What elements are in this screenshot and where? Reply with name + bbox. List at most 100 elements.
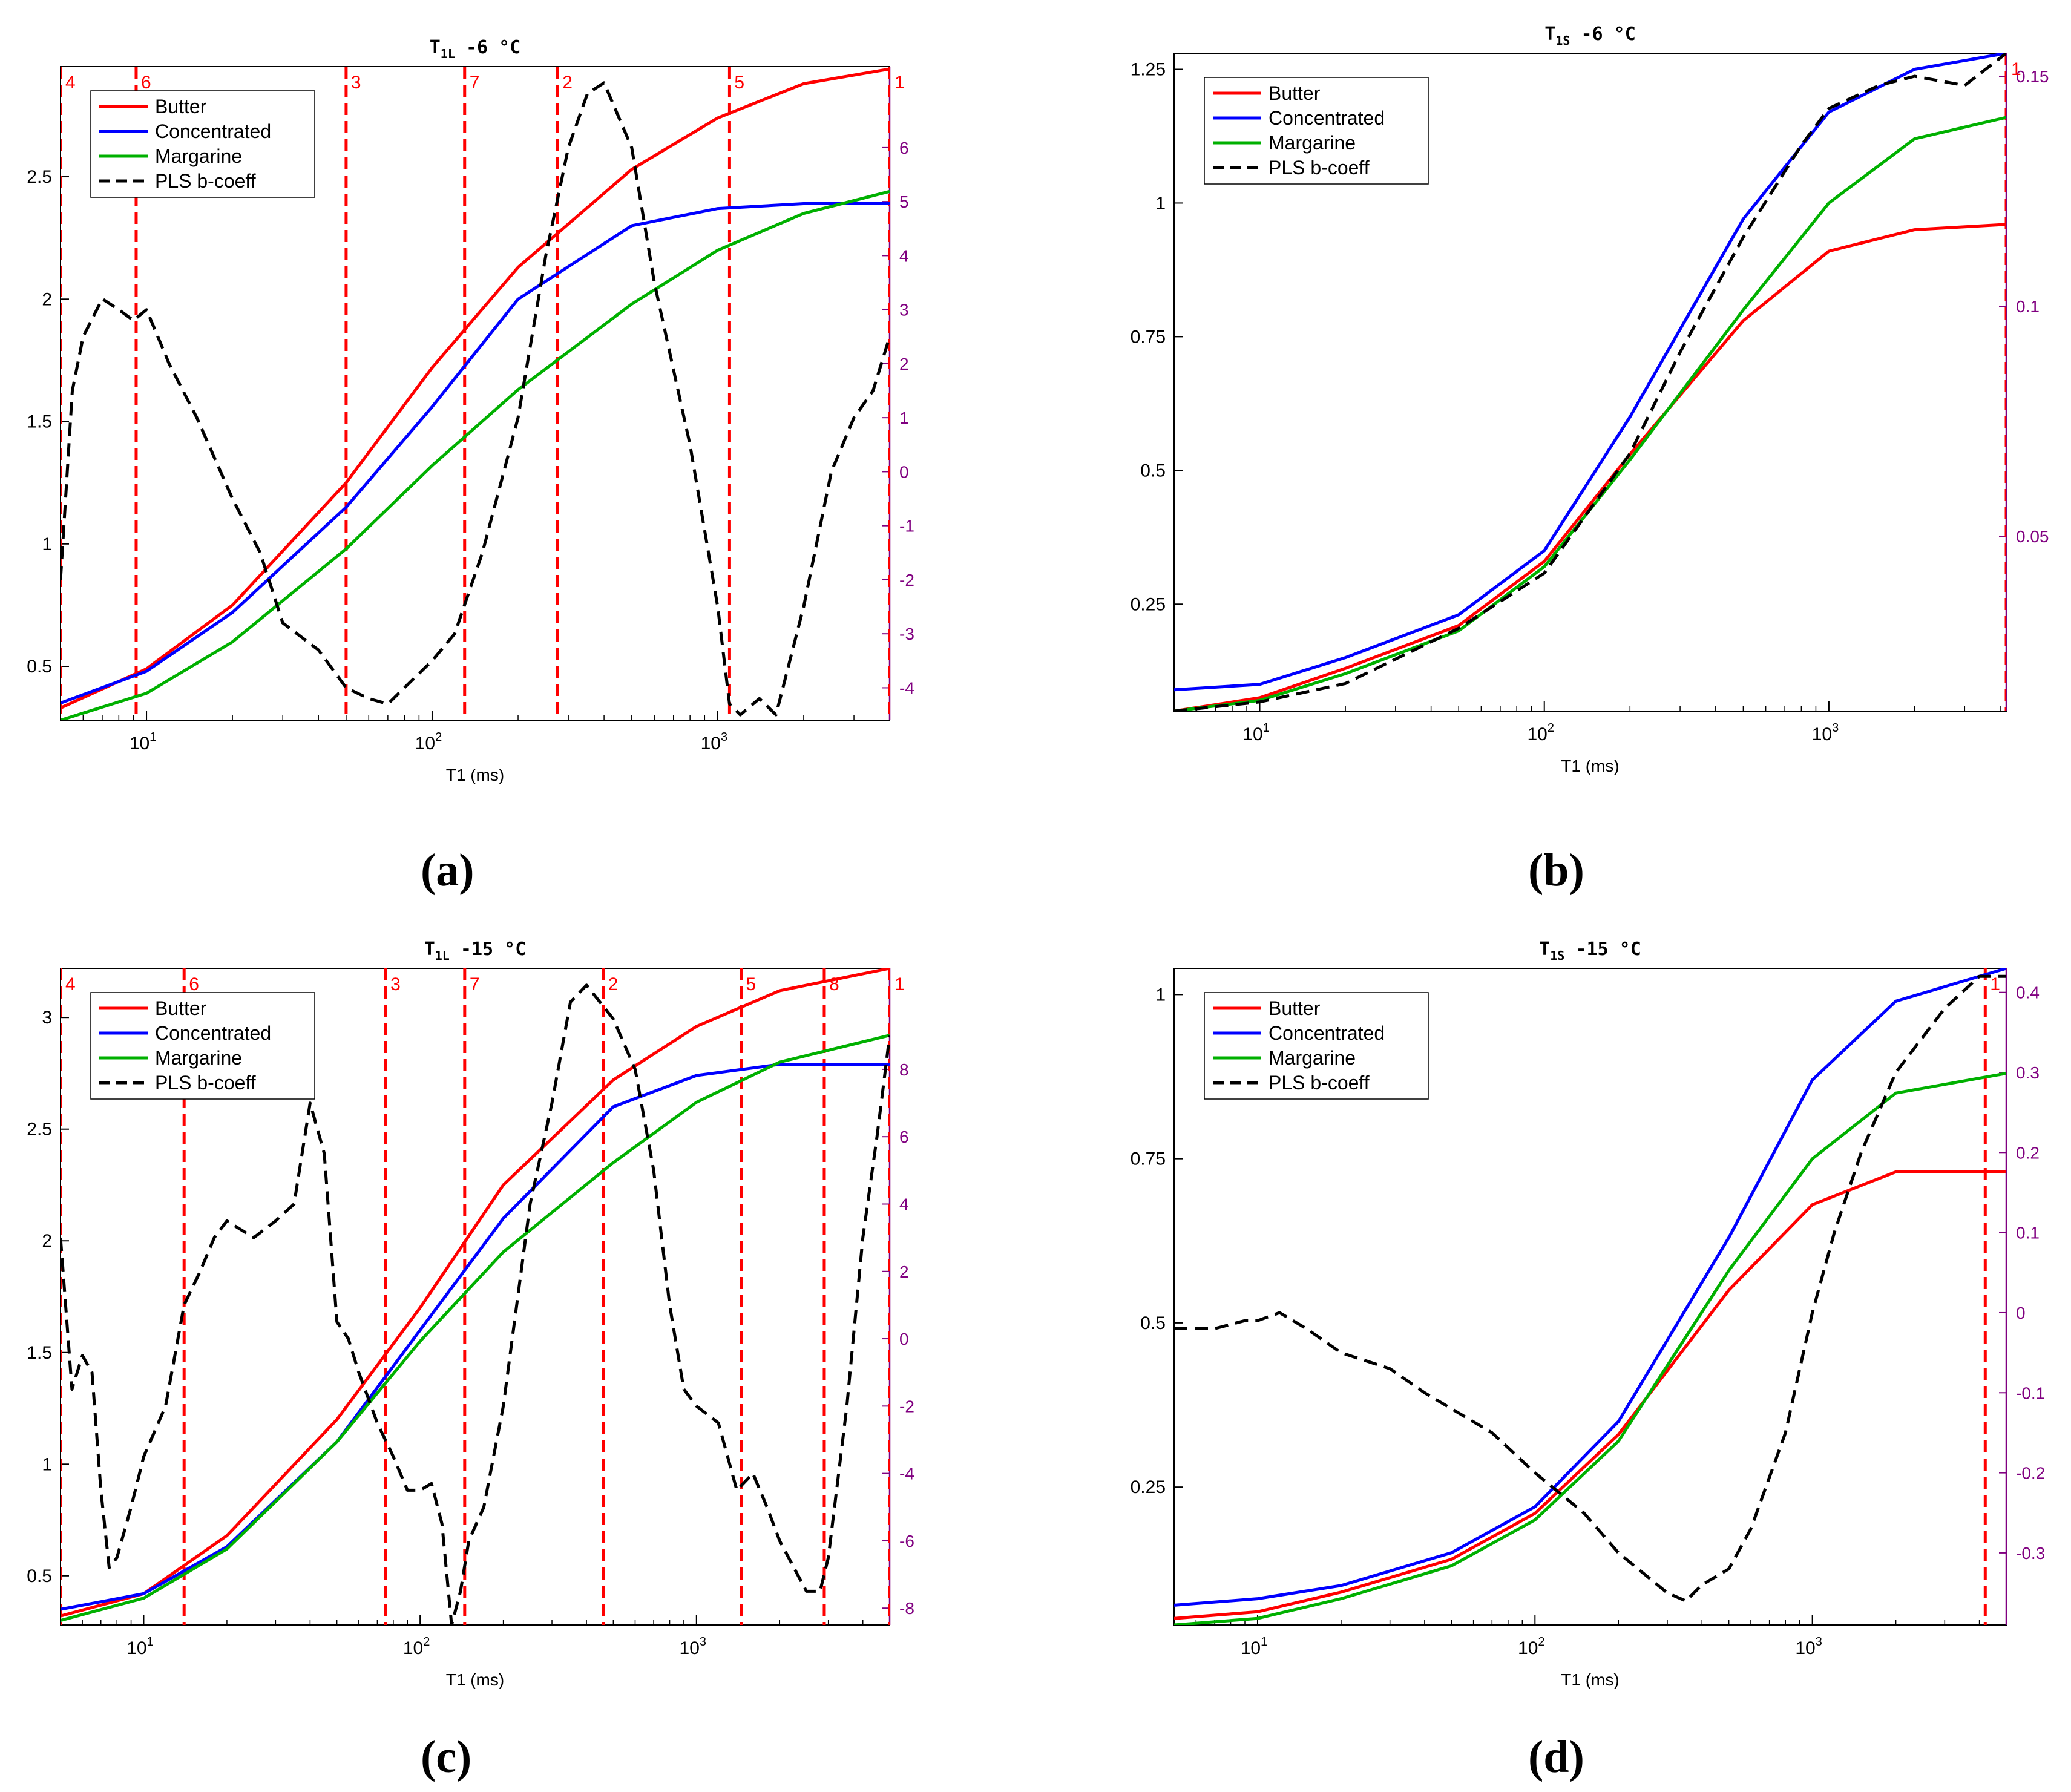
y-tick-label: 0.25: [1131, 594, 1166, 614]
caption-a: (a): [421, 845, 474, 896]
y-tick-label: 1: [1155, 193, 1166, 213]
x-axis-label-c: T1 (ms): [446, 1670, 504, 1689]
legend-label: Butter: [155, 96, 207, 117]
legend-label: Butter: [155, 997, 207, 1019]
x-tick-label: 101: [130, 730, 157, 753]
marker-label: 2: [608, 974, 619, 994]
y-tick-label: 0.75: [1131, 327, 1166, 347]
legend-label: Concentrated: [1269, 107, 1385, 129]
marker-label: 8: [829, 974, 839, 994]
series-margarine: [61, 189, 890, 720]
y2-tick-label: 0.1: [2016, 297, 2040, 316]
y2-tick-label: -6: [899, 1532, 914, 1551]
series-margarine: [61, 1034, 890, 1623]
legend-c: Butter Concentrated Margarine PLS b-coeff: [90, 992, 315, 1100]
y2-tick-label: 2: [899, 1262, 909, 1281]
y2-tick-label: -2: [899, 571, 914, 589]
x-tick-label: 102: [403, 1635, 430, 1658]
legend-label: Margarine: [1269, 1047, 1356, 1069]
legend-label: Margarine: [155, 1047, 242, 1069]
x-axis-label-d: T1 (ms): [1561, 1670, 1619, 1689]
y2-tick-label: 0.2: [2016, 1143, 2040, 1162]
y2-tick-label: -8: [899, 1599, 914, 1618]
y2-tick-label: -3: [899, 625, 914, 643]
marker-label: 4: [65, 974, 76, 994]
legend-box: [90, 90, 315, 198]
y-tick-label: 0.5: [1140, 461, 1166, 481]
x-tick-label: 101: [1242, 721, 1270, 744]
y-tick-label: 1.5: [27, 1343, 52, 1363]
series-concentrated: [61, 1063, 890, 1611]
legend-box: [90, 992, 315, 1100]
marker-label: 6: [189, 974, 199, 994]
y-tick-label: 2: [42, 1231, 52, 1251]
y-tick-label: 3: [42, 1008, 52, 1028]
y-tick-label: 0.5: [27, 1566, 52, 1586]
y2-tick-label: 1: [899, 409, 909, 427]
legend-label: Concentrated: [155, 120, 271, 142]
x-tick-label: 102: [415, 730, 442, 753]
y2-tick-label: -4: [899, 678, 914, 697]
caption-b: (b): [1528, 845, 1584, 896]
series-butter: [1174, 1170, 2006, 1620]
legend-a: Butter Concentrated Margarine PLS b-coeff: [90, 90, 315, 198]
y2-tick-label: 0: [899, 462, 909, 481]
series-butter: [1174, 223, 2006, 711]
y2-tick-label: -1: [899, 517, 914, 536]
legend-label: Concentrated: [155, 1022, 271, 1044]
legend-label: PLS b-coeff: [1269, 157, 1370, 179]
marker-label: 1: [894, 73, 905, 93]
marker-label: 1: [1990, 974, 2000, 994]
legend-label: Margarine: [155, 145, 242, 167]
y2-tick-label: -0.1: [2016, 1383, 2045, 1402]
y-tick-label: 1: [1155, 985, 1166, 1005]
y2-tick-label: 0.15: [2016, 67, 2049, 86]
legend-label: PLS b-coeff: [155, 1072, 256, 1094]
y-tick-label: 0.25: [1131, 1477, 1166, 1497]
caption-d: (d): [1528, 1731, 1584, 1782]
x-tick-label: 103: [1812, 721, 1839, 744]
series-butter: [61, 968, 890, 1618]
chart-title-b: T1S -6 °C: [1544, 24, 1636, 48]
y2-tick-label: 0.1: [2016, 1224, 2040, 1242]
series-concentrated: [1174, 53, 2006, 692]
y2-tick-label: 0.05: [2016, 527, 2049, 546]
legend-box: [1204, 77, 1429, 185]
series-butter: [61, 67, 890, 710]
series-pls-b-coeff: [61, 81, 890, 717]
y2-tick-label: 0.4: [2016, 983, 2040, 1002]
y2-tick-label: 4: [899, 1195, 909, 1213]
legend-label: Butter: [1269, 82, 1321, 104]
marker-label: 2: [562, 73, 573, 93]
y-tick-label: 2.5: [27, 167, 52, 187]
y2-tick-label: -2: [899, 1397, 914, 1416]
series-margarine: [1174, 116, 2006, 711]
y-tick-label: 1.5: [27, 412, 52, 432]
legend-label: Butter: [1269, 997, 1321, 1019]
marker-label: 5: [734, 73, 744, 93]
y2-tick-label: 8: [899, 1060, 909, 1079]
legend-d: Butter Concentrated Margarine PLS b-coeff: [1204, 992, 1429, 1100]
marker-label: 3: [351, 73, 361, 93]
y2-tick-label: 0: [2016, 1304, 2026, 1322]
marker-label: 1: [894, 974, 905, 994]
y2-tick-label: 0.3: [2016, 1063, 2040, 1082]
x-tick-label: 101: [126, 1635, 154, 1658]
series-margarine: [1174, 1072, 2006, 1625]
caption-c: (c): [421, 1731, 472, 1782]
y2-tick-label: -0.3: [2016, 1544, 2045, 1563]
y2-tick-label: 5: [899, 192, 909, 211]
y2-tick-label: 4: [899, 246, 909, 265]
x-tick-label: 103: [1795, 1635, 1822, 1658]
series-pls-b-coeff: [1174, 53, 2006, 711]
marker-label: 4: [65, 73, 76, 93]
y2-tick-label: -4: [899, 1465, 914, 1483]
chart-d: T1S -15 °C 0.25 0.5 0.75 1 -0.3 -0.2 -0.1 0 0.1 0.…: [1131, 939, 2046, 1689]
y2-tick-label: 0: [899, 1330, 909, 1348]
marker-label: 1: [2011, 59, 2021, 79]
x-tick-label: 103: [701, 730, 728, 753]
y-tick-label: 0.5: [27, 657, 52, 677]
y-tick-label: 1: [42, 1454, 52, 1474]
series-concentrated: [61, 202, 890, 705]
x-tick-label: 101: [1241, 1635, 1268, 1658]
